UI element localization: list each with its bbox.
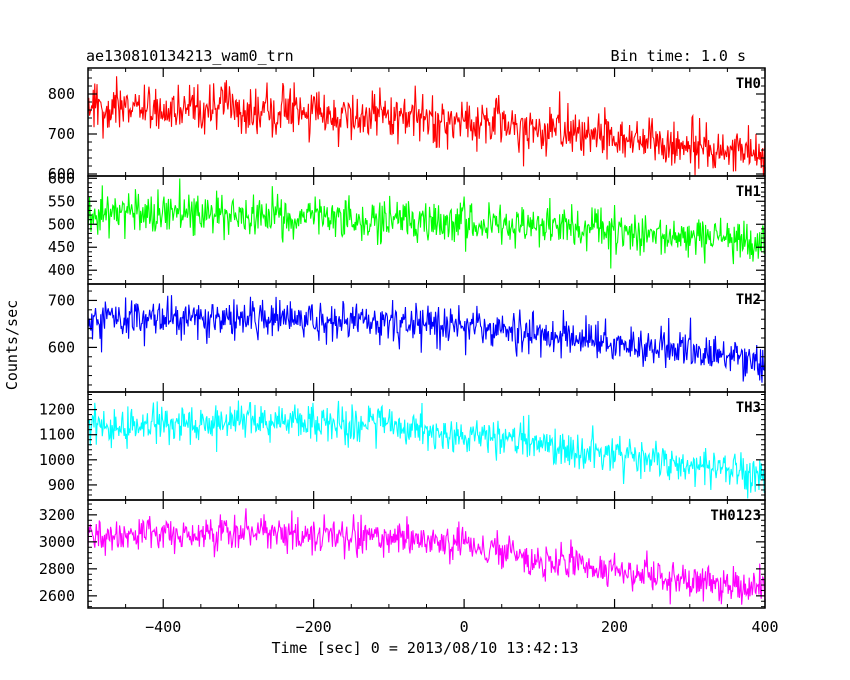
x-axis-title: Time [sec] 0 = 2013/08/10 13:42:13 bbox=[271, 639, 578, 657]
panel-label-th2: TH2 bbox=[736, 292, 761, 308]
bin-time-label: Bin time: 1.0 s bbox=[611, 47, 746, 65]
y-tick-label: 450 bbox=[48, 238, 75, 256]
y-tick-label: 1000 bbox=[39, 451, 75, 469]
y-tick-label: 2600 bbox=[39, 587, 75, 605]
y-tick-label: 500 bbox=[48, 215, 75, 233]
y-tick-label: 400 bbox=[48, 261, 75, 279]
series-line-th0123 bbox=[88, 508, 765, 605]
series-line-th0 bbox=[88, 76, 765, 176]
panel-label-th0123: TH0123 bbox=[710, 508, 761, 524]
panel-th3: 900 1000 1100 1200 TH3 bbox=[39, 391, 766, 501]
x-axis: −400 −200 0 200 400 bbox=[145, 618, 778, 636]
panel-th2: 600 700 TH2 bbox=[48, 283, 766, 393]
panel-frame bbox=[87, 391, 766, 501]
y-tick-label: 600 bbox=[48, 165, 75, 183]
y-tick-label: 700 bbox=[48, 291, 75, 309]
y-tick-label: 3000 bbox=[39, 533, 75, 551]
panel-frame bbox=[87, 499, 766, 609]
x-tick-label: 200 bbox=[601, 618, 628, 636]
series-line-th1 bbox=[88, 178, 765, 269]
panel-label-th3: TH3 bbox=[736, 400, 761, 416]
panels: 600 700 800 TH0 400 450 500 550 600 TH1 600 700 TH2 9… bbox=[39, 67, 766, 609]
y-tick-label: 600 bbox=[48, 338, 75, 356]
y-tick-label: 800 bbox=[48, 85, 75, 103]
y-tick-label: 1100 bbox=[39, 426, 75, 444]
y-tick-label: 900 bbox=[48, 476, 75, 494]
panel-th0123: 2600 2800 3000 3200 TH0123 bbox=[39, 499, 766, 609]
x-tick-label: −200 bbox=[296, 618, 332, 636]
panel-th1: 400 450 500 550 600 TH1 bbox=[48, 169, 766, 285]
y-tick-label: 700 bbox=[48, 125, 75, 143]
y-tick-label: 2800 bbox=[39, 560, 75, 578]
panel-frame bbox=[87, 67, 766, 177]
x-tick-label: 400 bbox=[751, 618, 778, 636]
x-tick-label: −400 bbox=[145, 618, 181, 636]
y-tick-label: 1200 bbox=[39, 401, 75, 419]
panel-th0: 600 700 800 TH0 bbox=[48, 67, 766, 183]
series-line-th2 bbox=[88, 295, 765, 383]
y-tick-label: 550 bbox=[48, 192, 75, 210]
y-axis-title: Counts/sec bbox=[3, 300, 21, 390]
x-tick-label: 0 bbox=[460, 618, 469, 636]
panel-label-th0: TH0 bbox=[736, 76, 761, 92]
chart-title: ae130810134213_wam0_trn bbox=[86, 47, 294, 65]
y-tick-label: 3200 bbox=[39, 506, 75, 524]
panel-label-th1: TH1 bbox=[736, 184, 761, 200]
y-tick-label: 600 bbox=[48, 169, 75, 187]
series-line-th3 bbox=[88, 400, 765, 499]
